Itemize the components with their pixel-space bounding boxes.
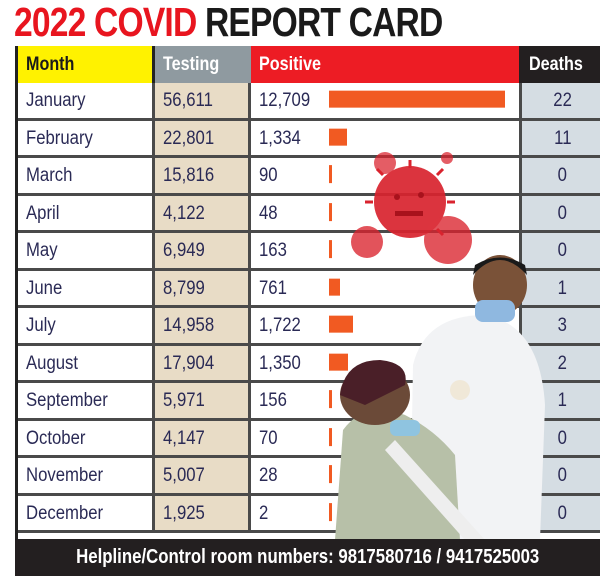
cell-testing: 56,611	[152, 83, 251, 121]
page-title: 2022 COVID REPORT CARD	[14, 0, 443, 45]
cell-deaths: 0	[519, 495, 600, 533]
cell-positive: 1,722	[251, 308, 519, 346]
positive-bar	[329, 353, 348, 371]
cell-deaths: 0	[519, 233, 600, 271]
cell-deaths: 1	[519, 383, 600, 421]
cell-month: November	[18, 458, 152, 496]
table-row: January 56,611 12,709 22	[18, 83, 600, 121]
cell-month: April	[18, 195, 152, 233]
cell-testing: 15,816	[152, 158, 251, 196]
header-deaths: Deaths	[519, 46, 600, 83]
cell-month: July	[18, 308, 152, 346]
cell-month: September	[18, 383, 152, 421]
table-row: November 5,007 28 0	[18, 458, 600, 496]
cell-positive: 761	[251, 270, 519, 308]
cell-deaths: 2	[519, 345, 600, 383]
cell-positive: 163	[251, 233, 519, 271]
positive-bar	[329, 427, 332, 446]
report-table: Month Testing Positive Deaths January 56,…	[15, 46, 600, 539]
cell-deaths: 0	[519, 195, 600, 233]
cell-testing: 14,958	[152, 308, 251, 346]
cell-testing: 5,971	[152, 383, 251, 421]
title-report-card: REPORT CARD	[204, 0, 443, 45]
table-row: June 8,799 761 1	[18, 270, 600, 308]
cell-testing: 4,122	[152, 195, 251, 233]
cell-positive: 156	[251, 383, 519, 421]
cell-testing: 8,799	[152, 270, 251, 308]
cell-testing: 5,007	[152, 458, 251, 496]
table-row: April 4,122 48 0	[18, 195, 600, 233]
positive-bar	[329, 165, 332, 184]
header-testing: Testing	[152, 46, 251, 83]
title-year-covid: 2022 COVID	[14, 0, 197, 45]
positive-bar	[329, 502, 332, 521]
header-month: Month	[18, 46, 152, 83]
cell-positive: 48	[251, 195, 519, 233]
cell-month: February	[18, 120, 152, 158]
table-row: March 15,816 90 0	[18, 158, 600, 196]
cell-month: May	[18, 233, 152, 271]
positive-bar	[329, 390, 332, 409]
cell-positive: 1,350	[251, 345, 519, 383]
header-positive: Positive	[251, 46, 519, 83]
table-row: July 14,958 1,722 3	[18, 308, 600, 346]
cell-positive: 2	[251, 495, 519, 533]
cell-testing: 4,147	[152, 420, 251, 458]
cell-deaths: 0	[519, 420, 600, 458]
cell-testing: 22,801	[152, 120, 251, 158]
cell-deaths: 0	[519, 158, 600, 196]
cell-month: August	[18, 345, 152, 383]
table-row: October 4,147 70 0	[18, 420, 600, 458]
cell-month: December	[18, 495, 152, 533]
cell-testing: 1,925	[152, 495, 251, 533]
positive-bar	[329, 202, 332, 221]
cell-month: June	[18, 270, 152, 308]
table-row: August 17,904 1,350 2	[18, 345, 600, 383]
positive-bar	[329, 278, 340, 296]
cell-positive: 12,709	[251, 83, 519, 121]
cell-deaths: 0	[519, 458, 600, 496]
cell-deaths: 11	[519, 120, 600, 158]
cell-month: January	[18, 83, 152, 121]
table-row: December 1,925 2 0	[18, 495, 600, 533]
positive-bar	[329, 240, 332, 259]
positive-bar	[329, 315, 353, 333]
cell-month: October	[18, 420, 152, 458]
cell-positive: 1,334	[251, 120, 519, 158]
cell-positive: 28	[251, 458, 519, 496]
cell-month: March	[18, 158, 152, 196]
positive-bar	[329, 90, 505, 108]
cell-testing: 17,904	[152, 345, 251, 383]
cell-positive: 90	[251, 158, 519, 196]
positive-bar	[329, 128, 347, 146]
cell-deaths: 22	[519, 83, 600, 121]
table-row: February 22,801 1,334 11	[18, 120, 600, 158]
table-row: May 6,949 163 0	[18, 233, 600, 271]
helpline-footer: Helpline/Control room numbers: 981758071…	[15, 539, 600, 576]
table-row: September 5,971 156 1	[18, 383, 600, 421]
cell-testing: 6,949	[152, 233, 251, 271]
cell-deaths: 3	[519, 308, 600, 346]
positive-bar	[329, 465, 332, 484]
cell-positive: 70	[251, 420, 519, 458]
cell-deaths: 1	[519, 270, 600, 308]
